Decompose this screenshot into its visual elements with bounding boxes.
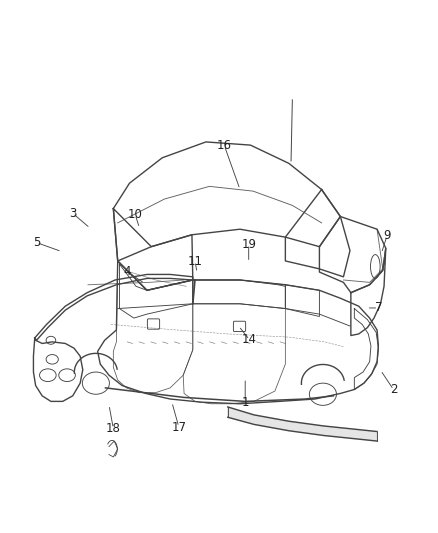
Text: 3: 3 (69, 207, 76, 220)
Polygon shape (228, 407, 377, 441)
Text: 2: 2 (390, 383, 397, 397)
Text: 17: 17 (171, 421, 186, 433)
Text: 1: 1 (241, 395, 249, 409)
Text: 14: 14 (242, 333, 257, 346)
Text: 16: 16 (217, 139, 232, 152)
Text: 18: 18 (106, 422, 121, 435)
Text: 11: 11 (187, 255, 202, 268)
Text: 4: 4 (124, 265, 131, 278)
Text: 19: 19 (241, 238, 256, 251)
Text: 10: 10 (128, 208, 143, 221)
Text: 5: 5 (33, 236, 40, 249)
Text: 9: 9 (383, 229, 391, 242)
Text: 7: 7 (374, 302, 382, 314)
